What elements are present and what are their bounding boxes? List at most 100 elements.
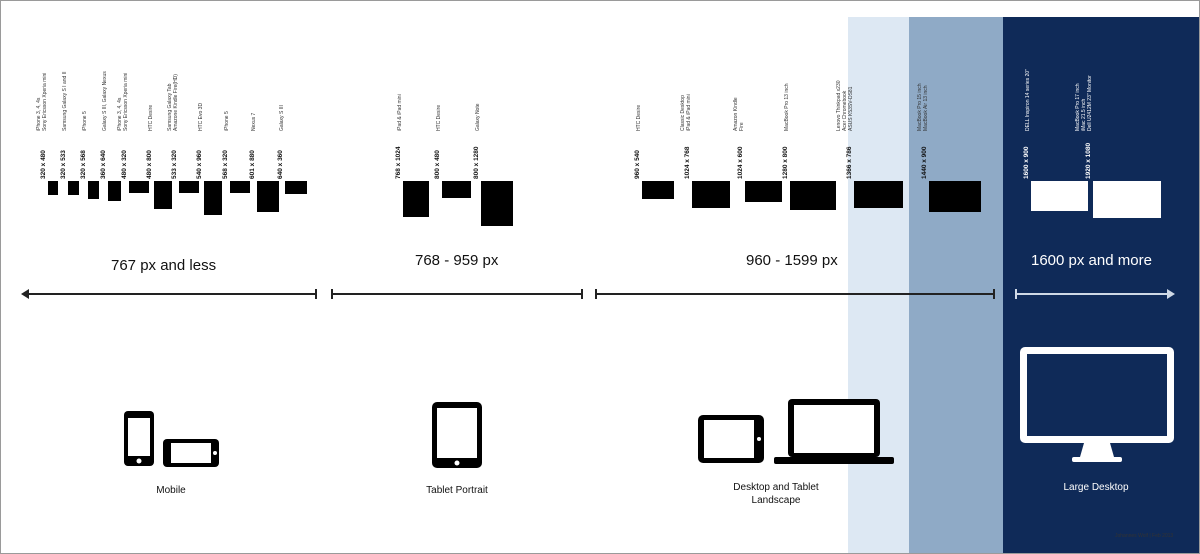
device-resolution: 1366 x 786 xyxy=(846,146,853,179)
screen-size-block xyxy=(854,181,903,208)
screen-size-block xyxy=(68,181,79,195)
device-name: HTC Desire xyxy=(636,104,642,131)
device-column: Galaxy S III 640 x 360 xyxy=(277,1,307,179)
device-column: MacBook Pro 13 inch 1280 x 800 xyxy=(782,1,836,179)
arrow-end-tick xyxy=(315,289,317,299)
screen-size-block xyxy=(442,181,471,198)
device-names: Samsung Galaxy Tab Amazone Kindle Fire(HD… xyxy=(167,21,179,131)
screen-size-block xyxy=(642,181,674,199)
device-names: iPad & iPad mini xyxy=(397,21,403,131)
device-resolution: 800 x 480 xyxy=(434,150,441,179)
screen-size-block xyxy=(1093,181,1161,218)
screen-size-block xyxy=(154,181,172,209)
device-resolution: 320 x 568 xyxy=(80,150,87,179)
device-names: Samsung Galaxy S I and II xyxy=(62,21,68,131)
screen-size-block xyxy=(481,181,513,226)
range-arrow-tablet xyxy=(331,289,583,299)
dark-blue-band xyxy=(1003,17,1199,553)
device-name: Galaxy Note xyxy=(475,103,481,131)
device-names: iPhone 5 xyxy=(82,21,88,131)
device-name: iPhone 5 xyxy=(224,111,230,131)
device-name: iPhone 5 xyxy=(82,111,88,131)
device-names: iPhone 5 xyxy=(224,21,230,131)
device-name: MacBook Air 13 inch xyxy=(923,85,929,131)
device-resolution: 1024 x 768 xyxy=(684,146,691,179)
device-resolution: 533 x 320 xyxy=(171,150,178,179)
arrow-end-tick xyxy=(581,289,583,299)
range-arrow-mobile xyxy=(21,289,317,299)
device-names: Galaxy Note xyxy=(475,21,481,131)
device-column: Classic Desktop iPad & iPad mini 1024 x 76… xyxy=(680,1,730,179)
device-names: iPhone 3, 4, 4s Sony Ericsson Xperia mini xyxy=(117,21,129,131)
range-label-large-desktop: 1600 px and more xyxy=(1031,252,1152,269)
device-column: MacBook Pro 15 inch MacBook Air 13 inch 14… xyxy=(917,1,981,179)
device-resolution: 1600 x 900 xyxy=(1023,146,1030,179)
device-name: Nexus 7 xyxy=(251,112,257,131)
device-resolution: 960 x 540 xyxy=(634,150,641,179)
screen-size-block xyxy=(230,181,250,193)
device-name: MacBook Pro 13 inch xyxy=(784,83,790,131)
device-name: Dell U2412M 23" Monitor xyxy=(1087,75,1093,131)
device-name: iPad & iPad mini xyxy=(686,94,692,131)
device-resolution: 640 x 360 xyxy=(277,150,284,179)
screen-size-block xyxy=(108,181,121,201)
device-names: MacBook Pro 13 inch xyxy=(784,21,790,131)
screen-size-block xyxy=(929,181,981,212)
device-names: HTC Desire xyxy=(436,21,442,131)
device-names: Galaxy S III xyxy=(279,21,285,131)
range-label-tablet: 768 - 959 px xyxy=(415,252,499,269)
device-column: MacBook Pro 17 inch iMac 21.5 inch Dell U2… xyxy=(1075,1,1161,179)
device-names: Lenovo Thinkpad x230 Acer Chromebook ASUS … xyxy=(836,21,854,131)
device-column: HTC Desire 800 x 480 xyxy=(434,1,471,179)
device-column: Nexus 7 601 x 880 xyxy=(249,1,279,179)
device-column: Galaxy Note 800 x 1280 xyxy=(473,1,513,179)
device-name: HTC Evo 3D xyxy=(198,102,204,131)
screen-size-block xyxy=(403,181,429,217)
device-names: Amazon Kindle Fire xyxy=(733,21,745,131)
device-name: iPad & iPad mini xyxy=(397,94,403,131)
arrow-end-tick xyxy=(331,289,333,299)
device-name: Fire xyxy=(739,122,745,131)
device-names: HTC Desire xyxy=(636,21,642,131)
range-label-desktop: 960 - 1599 px xyxy=(746,252,838,269)
arrow-right-icon xyxy=(1167,289,1175,299)
device-name: Samsung Galaxy S I and II xyxy=(62,71,68,131)
category-label-large-desktop: Large Desktop xyxy=(1063,482,1129,493)
device-names: Nexus 7 xyxy=(251,21,257,131)
credit-text: Johannes Wolf | Feb 2013 xyxy=(1115,533,1174,539)
device-names: DELL Inspiron 14 series 20" xyxy=(1025,21,1031,131)
arrow-left-icon xyxy=(21,289,29,299)
device-resolution: 601 x 880 xyxy=(249,150,256,179)
device-resolution: 480 x 320 xyxy=(121,150,128,179)
device-name: Galaxy S III, Galaxy Nexus xyxy=(102,71,108,131)
range-arrow-desktop xyxy=(595,289,995,299)
device-column: Lenovo Thinkpad x230 Acer Chromebook ASUS … xyxy=(836,1,903,179)
device-resolution: 568 x 320 xyxy=(222,150,229,179)
arrow-end-tick xyxy=(1015,289,1017,299)
device-name: ASUS K53SV-DS81 xyxy=(848,86,854,131)
screen-size-block xyxy=(1031,181,1088,211)
device-name: Sony Ericsson Xperia mini xyxy=(42,72,48,131)
device-resolution: 360 x 640 xyxy=(100,150,107,179)
device-name: DELL Inspiron 14 series 20" xyxy=(1025,69,1031,131)
device-column: HTC Desire 960 x 540 xyxy=(634,1,674,179)
device-resolution: 1440 x 900 xyxy=(921,146,928,179)
mid-blue-band xyxy=(909,17,1003,553)
screen-size-block xyxy=(129,181,149,193)
device-column: HTC Evo 3D 540 x 960 xyxy=(196,1,224,179)
screen-size-block xyxy=(285,181,307,194)
device-resolution: 320 x 533 xyxy=(60,150,67,179)
category-label-desktop: Desktop and Tablet Landscape xyxy=(733,482,819,506)
device-name: HTC Desire xyxy=(148,104,154,131)
category-label-tablet-portrait: Tablet Portrait xyxy=(426,485,488,496)
mobile-devices-icon xyxy=(124,411,219,467)
device-names: Galaxy S III, Galaxy Nexus xyxy=(102,21,108,131)
device-resolution: 1920 x 1080 xyxy=(1085,142,1092,179)
device-column: iPad & iPad mini 768 x 1024 xyxy=(395,1,429,179)
device-name: Galaxy S III xyxy=(279,105,285,131)
arrow-end-tick xyxy=(595,289,597,299)
laptop-and-tablet-icon xyxy=(698,399,894,464)
device-name: Amazone Kindle Fire(HD) xyxy=(173,74,179,131)
device-names: Classic Desktop iPad & iPad mini xyxy=(680,21,692,131)
